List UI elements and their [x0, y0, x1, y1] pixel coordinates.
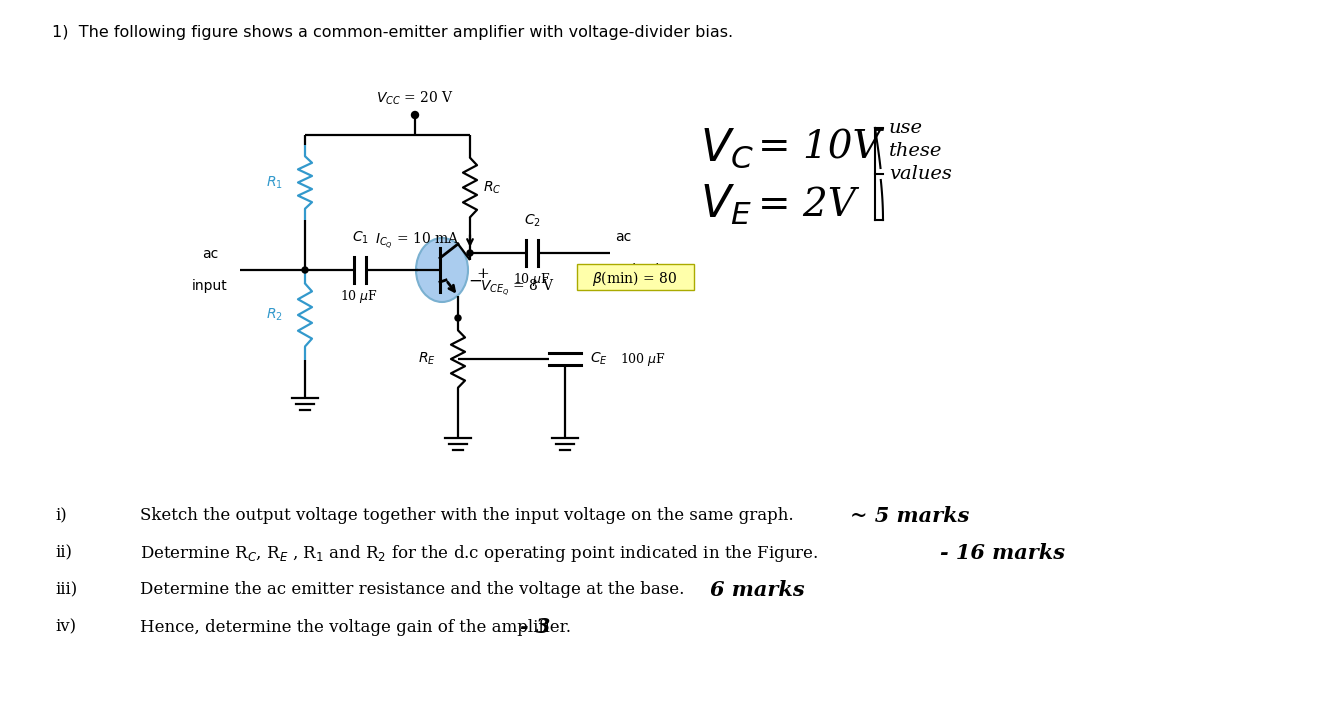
Text: Sketch the output voltage together with the input voltage on the same graph.: Sketch the output voltage together with … — [140, 507, 794, 524]
Text: $R_1$: $R_1$ — [266, 174, 282, 190]
Text: ac: ac — [202, 247, 218, 261]
Text: output: output — [615, 262, 661, 276]
Text: $V_{CE_Q}$ = 8 V: $V_{CE_Q}$ = 8 V — [480, 278, 554, 298]
Text: 100 $\mu$F: 100 $\mu$F — [619, 350, 666, 368]
Text: 10 $\mu$F: 10 $\mu$F — [513, 271, 551, 288]
Text: Determine the ac emitter resistance and the voltage at the base.: Determine the ac emitter resistance and … — [140, 582, 685, 598]
FancyBboxPatch shape — [577, 264, 694, 290]
Circle shape — [412, 111, 418, 119]
Text: 10 $\mu$F: 10 $\mu$F — [340, 288, 378, 305]
Circle shape — [456, 315, 461, 321]
Circle shape — [468, 250, 473, 256]
Ellipse shape — [416, 238, 468, 302]
Text: 1)  The following figure shows a common-emitter amplifier with voltage-divider b: 1) The following figure shows a common-e… — [52, 25, 733, 41]
Text: $\beta$(min) = 80: $\beta$(min) = 80 — [593, 268, 678, 287]
Circle shape — [302, 267, 308, 273]
Text: values: values — [888, 165, 952, 183]
Text: these: these — [888, 142, 942, 160]
Text: $\mathit{V_C}$: $\mathit{V_C}$ — [701, 126, 754, 169]
Text: $R_E$: $R_E$ — [418, 351, 436, 367]
Text: Determine R$_C$, R$_E$ , R$_1$ and R$_2$ for the d.c operating point indicated i: Determine R$_C$, R$_E$ , R$_1$ and R$_2$… — [140, 542, 818, 563]
Text: input: input — [192, 279, 228, 293]
Text: iii): iii) — [55, 582, 77, 598]
Text: iv): iv) — [55, 619, 76, 635]
Text: +: + — [476, 267, 489, 281]
Text: $C_2$: $C_2$ — [523, 212, 541, 229]
Text: i): i) — [55, 507, 67, 524]
Text: use: use — [888, 119, 923, 137]
Text: ~ 5 marks: ~ 5 marks — [850, 506, 970, 526]
Text: $C_E$: $C_E$ — [590, 351, 607, 367]
Text: = 2V: = 2V — [758, 187, 856, 223]
Text: $R_2$: $R_2$ — [266, 307, 282, 324]
Text: $V_{CC}$ = 20 V: $V_{CC}$ = 20 V — [376, 89, 454, 107]
Text: $C_1$: $C_1$ — [352, 230, 369, 246]
Text: 6 marks: 6 marks — [710, 580, 805, 600]
Text: ac: ac — [615, 230, 631, 244]
Text: $\mathit{V_E}$: $\mathit{V_E}$ — [701, 183, 753, 227]
Text: $I_{C_Q}$ = 10 mA: $I_{C_Q}$ = 10 mA — [376, 231, 460, 251]
Text: ii): ii) — [55, 545, 72, 561]
Text: Hence, determine the voltage gain of the amplifier.: Hence, determine the voltage gain of the… — [140, 619, 571, 635]
Text: = 10V: = 10V — [758, 129, 880, 166]
Text: - 16 marks: - 16 marks — [940, 543, 1066, 563]
Text: - 3: - 3 — [519, 617, 550, 637]
Text: $R_C$: $R_C$ — [484, 180, 501, 196]
Text: −: − — [468, 273, 482, 289]
